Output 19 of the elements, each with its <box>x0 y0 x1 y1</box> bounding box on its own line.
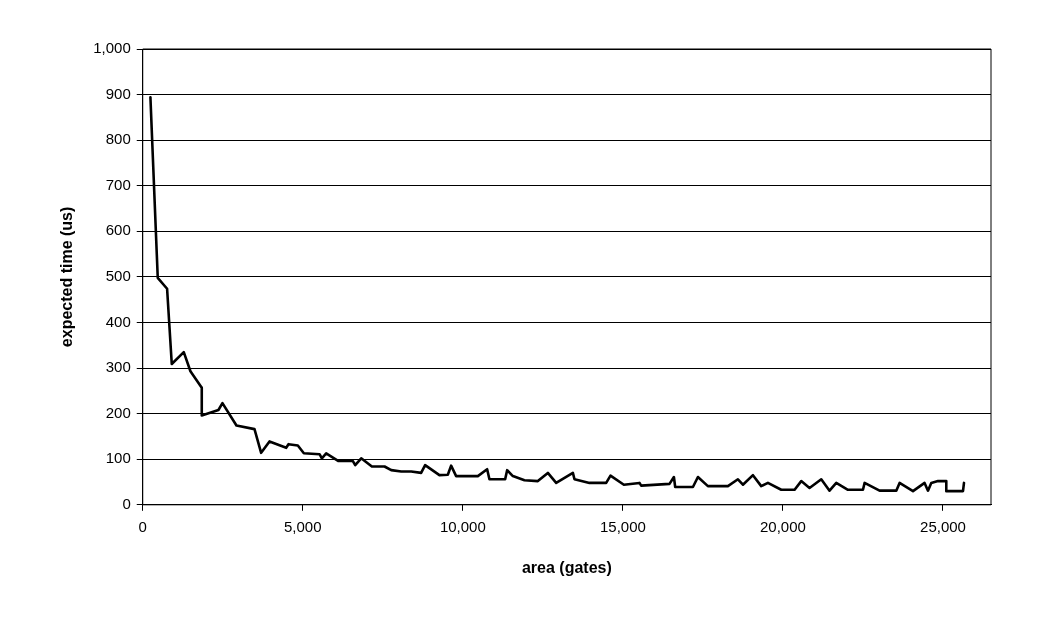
x-tick-label: 15,000 <box>599 517 646 535</box>
y-tick-label: 400 <box>105 312 131 330</box>
y-tick-label: 100 <box>105 449 131 467</box>
y-tick-label: 200 <box>105 403 131 421</box>
y-axis-title: expected time (us) <box>58 206 76 348</box>
y-tick-label: 300 <box>105 358 131 376</box>
y-tick-label: 900 <box>105 84 131 102</box>
y-tick-label: 0 <box>122 494 131 512</box>
y-tick-label: 500 <box>105 267 131 285</box>
y-tick-label: 800 <box>105 130 131 148</box>
y-tick-label: 1,000 <box>93 39 131 57</box>
x-tick-label: 20,000 <box>759 517 806 535</box>
y-tick-label: 600 <box>105 221 131 239</box>
x-tick-label: 10,000 <box>439 517 486 535</box>
x-axis-title: area (gates) <box>521 558 612 576</box>
x-tick-label: 25,000 <box>920 517 966 535</box>
x-tick-label: 0 <box>138 517 147 535</box>
y-tick-label: 700 <box>105 175 131 193</box>
x-tick-label: 5,000 <box>284 517 322 535</box>
